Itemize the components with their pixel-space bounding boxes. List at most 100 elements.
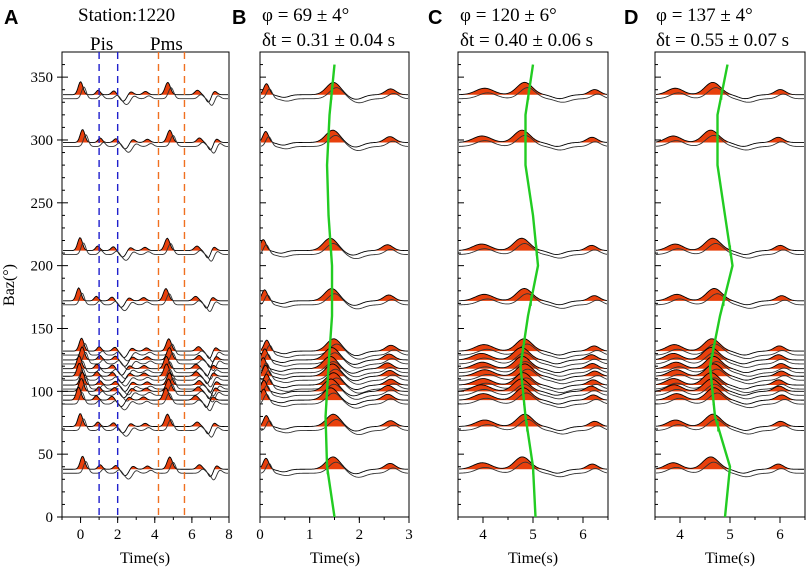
trace-line-2 <box>63 383 228 403</box>
traces <box>656 81 804 478</box>
x-axis-label-c: Time(s) <box>508 550 558 567</box>
trace-line-2 <box>656 134 804 151</box>
trace-fill <box>261 130 408 143</box>
trace-fill <box>656 338 804 352</box>
trace-line <box>63 386 228 408</box>
plot-frame <box>457 51 609 518</box>
trace-fill <box>459 414 607 427</box>
trace-line <box>656 363 804 381</box>
trace-line-2 <box>656 392 804 409</box>
trace-fill <box>459 372 607 386</box>
trace-line <box>656 372 804 390</box>
trace-fill <box>459 82 607 95</box>
trace-line <box>63 378 228 400</box>
trace-line <box>63 287 228 309</box>
trace-line-2 <box>459 361 607 377</box>
trace-fill <box>656 130 804 143</box>
trace-line-2 <box>63 418 228 438</box>
trace-line <box>261 363 408 382</box>
trace-line <box>63 237 228 259</box>
trace-fill <box>261 363 408 377</box>
phi-b: φ = 69 ± 4° <box>262 5 349 26</box>
trace-line <box>63 371 228 393</box>
trace-line <box>261 347 408 365</box>
trace-line-2 <box>261 134 408 151</box>
trace-fill <box>63 338 228 352</box>
trace-line-2 <box>459 368 607 385</box>
trace-fill <box>459 387 607 401</box>
phi-c: φ = 120 ± 6° <box>460 5 557 26</box>
trace-fill <box>63 456 228 470</box>
trace-line-2 <box>656 361 804 377</box>
panel-label-b: B <box>232 7 246 29</box>
trace-line <box>656 378 804 396</box>
trace-fill <box>261 387 408 401</box>
x-tick-label: 4 <box>479 527 487 543</box>
trace-line-2 <box>459 343 607 360</box>
x-axis-label-a: Time(s) <box>120 550 170 567</box>
trace-line-2 <box>261 87 408 104</box>
trace-fill <box>63 81 228 95</box>
trace-line-2 <box>459 352 607 368</box>
x-tick-label: 6 <box>188 527 196 543</box>
trace-line <box>656 387 804 405</box>
phase-label-pms: Pms <box>150 34 183 55</box>
trace-line <box>459 129 607 147</box>
trace-line-2 <box>656 87 804 103</box>
trace-line-2 <box>261 461 408 478</box>
trace-fill <box>459 363 607 377</box>
x-tick-label: 0 <box>256 527 264 543</box>
trace-fill <box>261 379 408 392</box>
trace-fill <box>261 238 408 251</box>
panel-c: 4 5 6 <box>457 51 609 543</box>
trace-line <box>63 129 228 151</box>
trace-line <box>459 347 607 365</box>
trace-fill <box>261 414 408 427</box>
trace-line-2 <box>261 243 408 260</box>
trace-line-2 <box>261 293 408 310</box>
trace-line <box>459 338 607 356</box>
dt-d: δt = 0.55 ± 0.07 s <box>656 30 789 51</box>
trace-line <box>459 237 607 255</box>
phi-d: φ = 137 ± 4° <box>656 5 753 26</box>
y-tick-label: 200 <box>31 259 54 275</box>
trace-fill <box>63 237 228 251</box>
traces <box>63 81 228 481</box>
trace-fill <box>656 347 804 360</box>
trace-line-2 <box>63 367 228 388</box>
trace-line <box>656 288 804 306</box>
x-tick-label: 4 <box>676 527 684 543</box>
dt-b: δt = 0.31 ± 0.04 s <box>262 30 395 51</box>
trace-line-2 <box>656 293 804 309</box>
panel-label-a: A <box>4 7 18 29</box>
trace-line <box>656 413 804 431</box>
trace-line <box>459 378 607 396</box>
panel-a: 0 2 4 6 8 0 50 100 150 200 250 300 350 <box>31 51 233 543</box>
y-tick-label: 150 <box>31 321 54 337</box>
trace-line-2 <box>63 352 228 372</box>
trace-line-2 <box>261 352 408 369</box>
trace-line <box>261 378 408 397</box>
y-tick-label: 0 <box>46 510 54 526</box>
plot-frame <box>61 51 230 518</box>
x-tick-label: 1 <box>306 527 314 543</box>
trace-line-2 <box>459 243 607 259</box>
trace-fill <box>656 378 804 392</box>
trace-line <box>459 413 607 431</box>
trace-line <box>459 81 607 100</box>
trace-line-2 <box>261 418 408 435</box>
x-tick-label: 5 <box>529 527 537 543</box>
trace-line <box>63 337 228 360</box>
trace-line <box>459 363 607 381</box>
trace-line <box>261 355 408 374</box>
trace-line <box>261 338 408 357</box>
trace-line <box>261 81 408 100</box>
trace-line-2 <box>459 87 607 103</box>
trace-line <box>656 129 804 147</box>
trace-line <box>261 456 408 475</box>
y-tick-label: 100 <box>31 384 54 400</box>
y-tick-label: 50 <box>38 447 53 463</box>
traces <box>459 81 607 478</box>
trace-line <box>63 355 228 377</box>
y-tick-label: 250 <box>31 196 54 212</box>
